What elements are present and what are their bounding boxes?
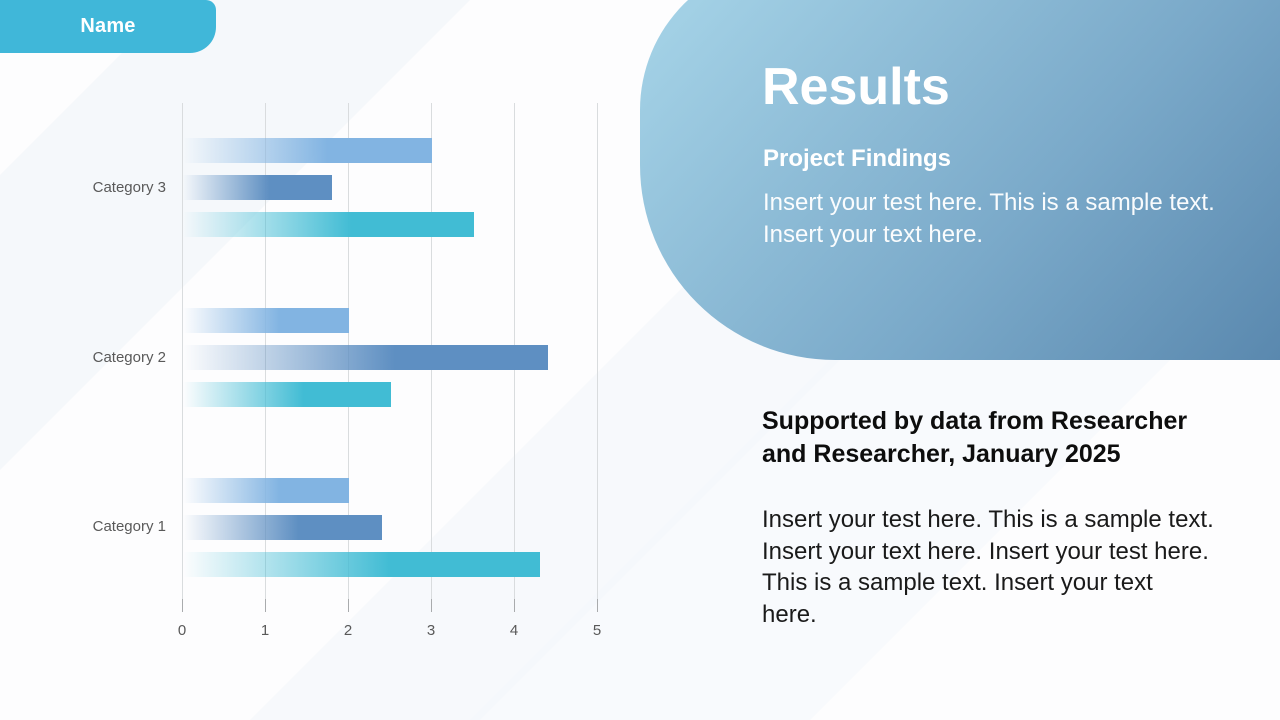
x-axis-tick-label: 2 [343,622,353,639]
category-label: Category 3 [92,178,166,196]
results-body-text: Insert your test here. This is a sample … [763,188,1215,248]
axis-tick [265,599,266,612]
bar-category-3-series-2 [183,175,333,201]
bar-category-2-series-1 [183,382,391,407]
x-axis-tick-label: 3 [426,622,436,639]
bar-category-1-series-2 [183,514,383,540]
name-tab: Name [0,0,216,53]
findings-heading: Supported by data from Researcher and Re… [762,407,1188,468]
gridline [597,103,598,599]
axis-tick [431,599,432,612]
axis-tick [182,599,183,612]
plot-area: 0 1 2 3 4 5 Category 3 Category 2 Category 1 [93,103,601,639]
gridline [182,103,183,599]
bar-category-3-series-1 [183,212,474,238]
bar-category-2-series-2 [183,345,549,370]
bar-category-1-series-3 [183,477,349,503]
bar-category-2-series-3 [183,308,349,333]
category-label: Category 2 [92,348,166,366]
category-label: Category 1 [92,518,166,536]
x-axis-tick-label: 0 [177,622,187,639]
x-axis-tick-label: 4 [509,622,519,639]
x-axis-tick-label: 1 [260,622,270,639]
bar-category-3-series-3 [183,138,432,164]
bar-chart: 0 1 2 3 4 5 Category 3 Category 2 Category 1 [0,0,660,680]
axis-tick [514,599,515,612]
x-axis-tick-label: 5 [592,622,602,639]
name-tab-label: Name [80,15,136,37]
bar-category-1-series-1 [183,551,540,577]
results-subtitle: Project Findings [763,144,952,172]
axis-tick [597,599,598,612]
results-text-group: Results Project Findings Insert your tes… [762,60,1232,251]
axis-tick [348,599,349,612]
results-blob: Results Project Findings Insert your tes… [640,0,1280,360]
page-title: Results [762,58,950,116]
findings-body-text: Insert your test here. This is a sample … [762,506,1214,628]
findings-section: Supported by data from Researcher and Re… [762,405,1232,630]
